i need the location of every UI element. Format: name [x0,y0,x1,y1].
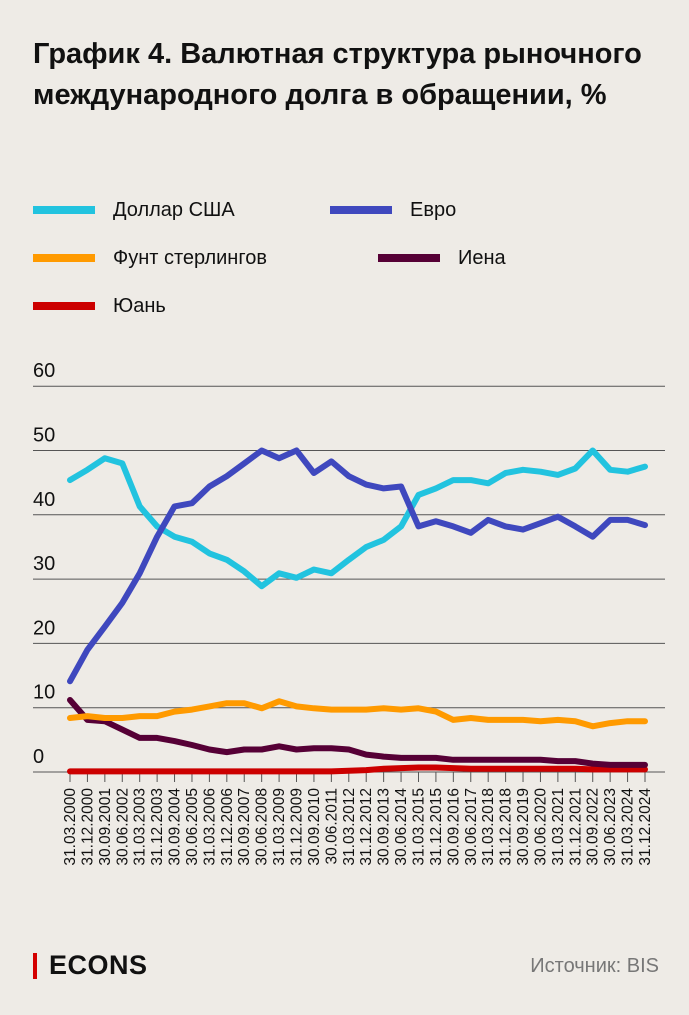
legend-label-usd: Доллар США [113,198,235,221]
x-tick-label: 30.06.2014 [393,788,410,866]
x-tick-label: 30.09.2013 [376,788,393,866]
source-note: Источник: BIS [530,955,659,977]
x-tick-label: 31.03.2018 [480,788,497,866]
logo-text: ECONS [49,950,148,980]
y-tick-label: 30 [33,553,55,575]
x-tick-label: 31.03.2006 [201,788,218,866]
series-line-4 [67,764,648,775]
y-tick-label: 10 [33,682,55,704]
x-tick-label: 30.06.2008 [254,788,271,866]
legend-swatch-usd [33,206,95,214]
legend-item-eur: Евро [330,197,456,223]
legend-label-cny: Юань [113,294,166,317]
legend-swatch-jpy [378,254,440,262]
x-tick-label: 31.12.2003 [149,788,166,866]
x-tick-label: 30.06.2005 [184,788,201,866]
y-tick-label: 40 [33,489,55,511]
x-tick-label: 30.09.2019 [515,788,532,866]
series-line-2 [67,698,648,730]
x-tick-label: 30.09.2001 [97,788,114,866]
x-tick-label: 30.06.2020 [532,788,549,866]
x-tick-label: 31.12.2018 [498,788,515,866]
x-tick-label: 31.12.2006 [219,788,236,866]
x-tick-label: 30.06.2023 [602,788,619,866]
logo-bar [33,952,37,979]
x-tick-label: 30.06.2017 [463,788,480,866]
x-tick-label: 30.09.2022 [585,788,602,866]
legend-item-usd: Доллар США [33,197,235,223]
x-tick-label: 31.12.2012 [358,788,375,866]
x-tick-label: 31.12.2009 [289,788,306,866]
legend-item-cny: Юань [33,293,166,319]
x-tick-label: 31.12.2021 [567,788,584,866]
econs-logo: ECONS [33,950,148,981]
legend-swatch-gbp [33,254,95,262]
x-tick-label: 31.03.2012 [341,788,358,866]
x-tick-label: 31.12.2024 [637,788,654,866]
x-tick-label: 31.03.2021 [550,788,567,866]
legend-label-gbp: Фунт стерлингов [113,246,267,269]
legend-swatch-eur [330,206,392,214]
series-line-3 [67,697,648,768]
legend-item-jpy: Иена [378,245,506,271]
x-tick-label: 30.06.2002 [114,788,131,866]
x-tick-label: 30.09.2007 [236,788,253,866]
x-tick-label: 30.09.2010 [306,788,323,866]
chart-title: График 4. Валютная структура рыночного м… [33,38,642,111]
y-tick-label: 60 [33,360,55,382]
y-tick-label: 50 [33,425,55,447]
legend-item-gbp: Фунт стерлингов [33,245,267,271]
x-tick-label: 30.09.2004 [167,788,184,866]
x-tick-label: 31.03.2003 [132,788,149,866]
x-tick-label: 31.12.2015 [428,788,445,866]
legend-label-jpy: Иена [458,246,506,269]
x-tick-label: 30.09.2016 [445,788,462,866]
y-tick-label: 20 [33,617,55,639]
legend-swatch-cny [33,302,95,310]
x-tick-label: 31.03.2000 [62,788,79,866]
y-tick-label: 0 [33,746,44,768]
x-tick-label: 30.06.2011 [323,788,340,864]
x-tick-label: 31.03.2015 [410,788,427,866]
series-line-1 [67,447,648,685]
legend-label-eur: Евро [410,198,457,221]
x-tick-label: 31.03.2024 [620,788,637,866]
series-line-0 [67,447,648,590]
x-tick-label: 31.03.2009 [271,788,288,866]
x-tick-label: 31.12.2000 [79,788,96,866]
